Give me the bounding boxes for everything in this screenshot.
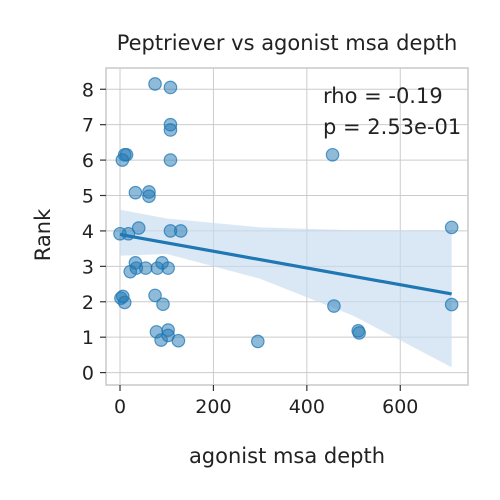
y-tick-label: 4 [82, 221, 94, 243]
data-points [113, 77, 459, 349]
data-point [173, 224, 188, 238]
x-tick-label: 0 [114, 396, 126, 418]
data-point [142, 189, 156, 204]
y-tick-label: 3 [82, 256, 94, 278]
chart-title: Peptriever vs agonist msa depth [117, 31, 458, 55]
y-tick-label: 5 [82, 186, 94, 208]
y-axis-label: Rank [31, 208, 55, 261]
x-axis-label: agonist msa depth [189, 444, 385, 468]
data-point [163, 80, 178, 95]
y-tick-label: 6 [82, 150, 94, 172]
data-point [251, 334, 265, 349]
data-point [138, 261, 153, 275]
data-point [325, 147, 340, 162]
data-point [171, 333, 186, 348]
data-point [148, 77, 162, 91]
data-point [115, 153, 130, 167]
y-tick-label: 2 [82, 292, 94, 314]
data-point [128, 185, 143, 200]
data-point [154, 333, 168, 347]
data-point [156, 297, 170, 312]
y-tick-label: 7 [82, 115, 94, 137]
x-tick-label: 400 [289, 396, 325, 418]
data-point [444, 220, 459, 235]
rho-annotation: rho = -0.19 [323, 84, 443, 108]
x-axis-ticks: 0 200 400 600 [114, 385, 418, 418]
data-point [163, 153, 178, 167]
x-tick-label: 600 [382, 396, 418, 418]
data-point [352, 326, 366, 340]
data-point [131, 221, 146, 235]
y-tick-label: 1 [82, 327, 94, 349]
plot-frame [105, 67, 469, 386]
data-point [148, 288, 162, 303]
y-tick-label: 8 [82, 79, 94, 101]
data-point [163, 123, 178, 137]
y-axis-ticks: 0 1 2 3 4 5 6 7 8 [82, 79, 106, 385]
data-point [327, 299, 341, 313]
y-tick-label: 0 [82, 363, 94, 385]
data-point [444, 297, 459, 312]
data-point [117, 295, 132, 310]
x-tick-label: 200 [195, 396, 231, 418]
regression-line [119, 232, 452, 296]
data-point [161, 261, 175, 275]
p-value-annotation: p = 2.53e-01 [323, 115, 461, 139]
